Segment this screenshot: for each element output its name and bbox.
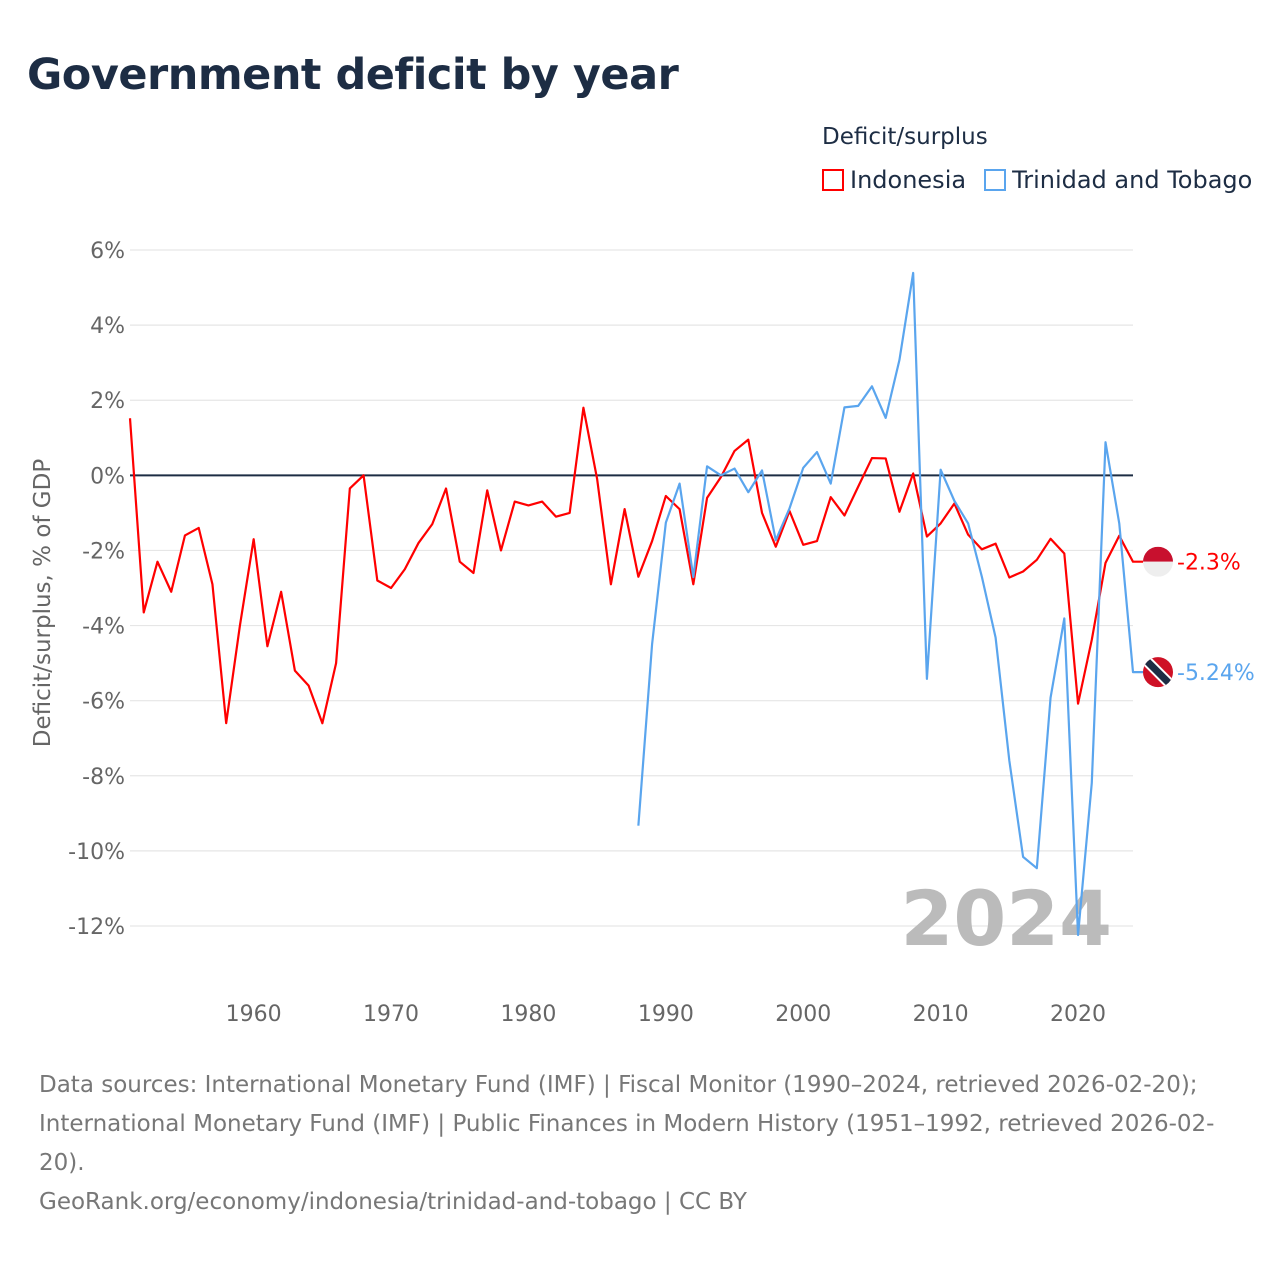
end-value-label: -2.3% [1177,551,1241,576]
x-tick-label: 1980 [500,1002,556,1027]
legend: Indonesia Trinidad and Tobago [822,166,1252,194]
y-axis-label: Deficit/surplus, % of GDP [30,459,56,748]
y-tick-label: -4% [82,615,125,640]
legend-label: Indonesia [850,166,967,194]
x-tick-label: 2000 [775,1002,831,1027]
y-tick-label: -2% [82,539,125,564]
footer: Data sources: International Monetary Fun… [39,1066,1239,1222]
y-tick-label: -12% [68,915,125,940]
indonesia-flag-icon [1143,546,1173,577]
legend-swatch-trinidad [984,169,1007,191]
y-tick-label: -10% [68,840,125,865]
y-tick-label: 6% [90,239,125,264]
y-tick-label: 0% [90,464,125,489]
x-tick-label: 1990 [638,1002,694,1027]
legend-item-indonesia[interactable]: Indonesia [822,166,966,194]
series-line-trinidad[interactable] [637,271,1143,937]
legend-title: Deficit/surplus [822,124,988,150]
x-tick-label: 1960 [226,1002,282,1027]
x-tick-label: 2020 [1050,1002,1106,1027]
end-value-label: -5.24% [1177,661,1255,686]
y-tick-label: -8% [82,765,125,790]
legend-item-trinidad[interactable]: Trinidad and Tobago [984,166,1252,194]
x-tick-label: 1970 [363,1002,419,1027]
y-tick-label: 4% [90,314,125,339]
page-title: Government deficit by year [27,50,679,100]
trinidad-flag-icon [1143,657,1173,688]
legend-label: Trinidad and Tobago [1012,166,1253,194]
data-sources: Data sources: International Monetary Fun… [39,1072,1215,1176]
y-tick-label: -6% [82,690,125,715]
series-line-indonesia[interactable] [128,406,1143,725]
x-tick-label: 2010 [913,1002,969,1027]
y-tick-label: 2% [90,389,125,414]
credit-link[interactable]: GeoRank.org/economy/indonesia/trinidad-a… [39,1189,747,1215]
legend-swatch-indonesia [822,169,844,191]
line-chart: 6% 4% 2% 0% -2% -4% -6% -8% -10% -12% 1960 1970 1980… [30,239,1255,1027]
